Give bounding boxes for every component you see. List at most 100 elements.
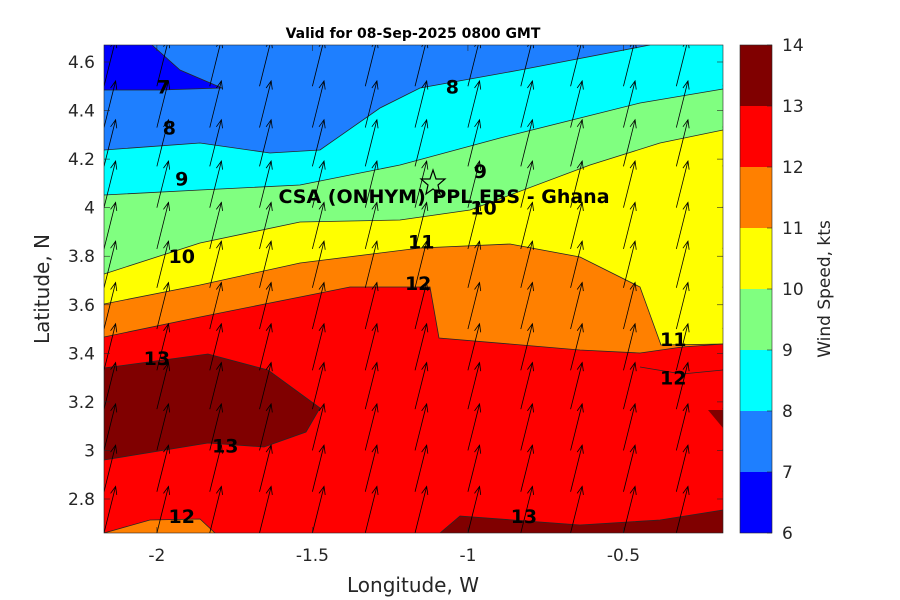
wind-arrow [312, 402, 326, 451]
contour-label: 8 [163, 118, 176, 140]
wind-arrow [364, 45, 379, 87]
wind-arrow [675, 240, 690, 288]
y-tick-label: 3.8 [68, 247, 95, 267]
contour-line-10 [104, 129, 723, 275]
wind-arrow [675, 201, 690, 250]
y-tick-label: 3.2 [68, 393, 95, 413]
wind-arrow [259, 402, 273, 451]
wind-arrow [156, 322, 171, 371]
wind-arrow [623, 361, 637, 410]
colorbar-segment [740, 167, 772, 228]
wind-arrow [209, 118, 223, 167]
wind-arrow [676, 45, 677, 46]
wind-arrow [520, 402, 534, 451]
wind-arrow [675, 79, 690, 128]
site-label: CSA (ONHYM) PPL EBS - Ghana [278, 186, 609, 208]
wind-arrow [259, 79, 273, 128]
wind-arrow [259, 45, 260, 46]
filled-band-11-12-south [104, 519, 215, 533]
y-tick-label: 4.6 [68, 53, 95, 73]
wind-arrow [104, 322, 118, 371]
wind-arrow [156, 402, 171, 451]
wind-arrow [364, 281, 379, 330]
wind-arrow [675, 361, 690, 410]
site-marker: CSA (ONHYM) PPL EBS - Ghana [278, 168, 610, 208]
wind-arrow [570, 79, 584, 128]
contour-line-13-south [439, 509, 723, 533]
wind-arrow [209, 240, 223, 288]
wind-arrow [520, 322, 534, 371]
contour-label: 13 [511, 506, 537, 528]
wind-arrow [570, 402, 584, 451]
wind-arrow [259, 118, 273, 167]
wind-arrow [520, 201, 534, 250]
wind-arrow [570, 160, 584, 208]
wind-arrow [104, 118, 118, 167]
colorbar-tick-label: 6 [782, 524, 793, 544]
wind-arrow [520, 45, 534, 87]
wind-arrow [675, 281, 690, 330]
wind-arrow [104, 361, 118, 410]
y-tick-label: 4.2 [68, 150, 95, 170]
wind-arrow [156, 79, 171, 128]
wind-arrow [156, 201, 171, 250]
wind-arrow [722, 407, 723, 410]
colorbar-segment [740, 472, 772, 533]
y-tick-label: 3.6 [68, 296, 95, 316]
wind-arrow [104, 485, 118, 533]
colorbar-tick-label: 10 [782, 280, 804, 300]
wind-arrow [209, 45, 223, 87]
colorbar-tick-label: 9 [782, 341, 793, 361]
wind-arrow [312, 118, 326, 167]
wind-arrow [156, 45, 171, 87]
wind-arrow [623, 322, 637, 371]
wind-arrow [623, 45, 637, 87]
wind-arrow [722, 125, 723, 128]
wind-arrow [467, 402, 482, 451]
plot-frame [103, 44, 724, 534]
wind-arrow [675, 402, 690, 451]
contour-label: 8 [446, 76, 459, 98]
wind-arrow [623, 201, 637, 250]
contour-label: 12 [405, 273, 431, 295]
filled-band-7-8 [104, 45, 650, 153]
wind-arrow [414, 160, 429, 208]
wind-arrow [312, 160, 326, 208]
y-tick-label: 3.4 [68, 344, 95, 364]
contour-line-9 [104, 88, 723, 196]
wind-arrow [675, 485, 690, 533]
wind-arrow [414, 444, 429, 492]
contour-line-12-east [639, 366, 723, 375]
wind-arrow [723, 0, 736, 45]
wind-arrow [570, 45, 584, 87]
wind-arrow [570, 485, 584, 533]
contour-label: 13 [212, 436, 238, 458]
wind-arrow [623, 402, 637, 451]
contour-label: 10 [470, 198, 496, 220]
wind-arrow [623, 485, 637, 533]
wind-arrow [259, 444, 273, 492]
wind-arrow [675, 45, 690, 87]
wind-arrow [722, 84, 723, 87]
x-tick-label: -2 [148, 546, 165, 566]
wind-arrow [520, 160, 534, 208]
colorbar-tick-label: 12 [782, 158, 804, 178]
filled-band-13-14-west [104, 354, 320, 460]
wind-arrow [570, 322, 584, 371]
colorbar-segment [740, 350, 772, 411]
contour-label: 9 [474, 161, 487, 183]
wind-arrow [156, 485, 171, 533]
wind-arrow [414, 402, 429, 451]
x-axis: -2 -1.5 -1 -0.5 [148, 45, 640, 566]
filled-band-6-7 [104, 45, 222, 90]
wind-arrow [570, 45, 571, 46]
wind-arrow [623, 45, 624, 46]
wind-arrow [467, 201, 482, 250]
wind-arrow [364, 361, 379, 410]
wind-arrow [623, 444, 637, 492]
colorbar-tick-label: 7 [782, 463, 793, 483]
wind-arrow [104, 160, 118, 208]
wind-arrow [312, 45, 326, 87]
wind-arrow [156, 240, 171, 288]
